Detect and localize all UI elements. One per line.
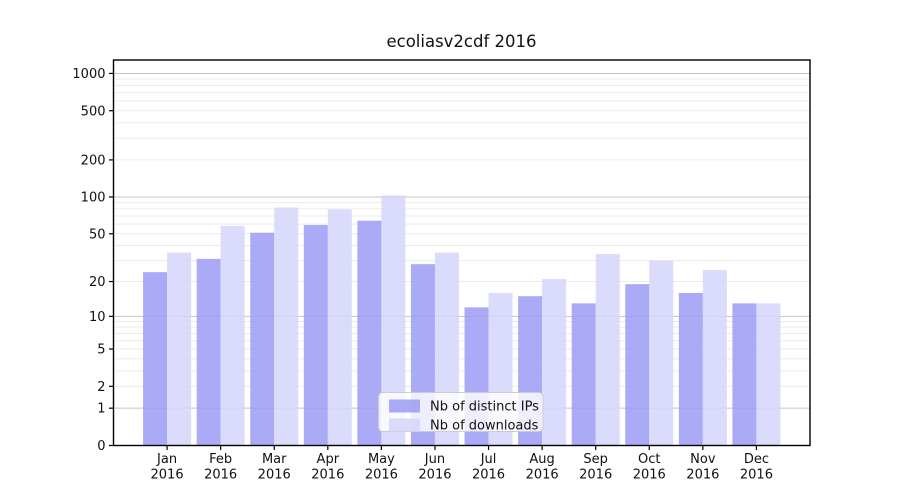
bar-distinct-ips-sep (571, 303, 596, 446)
x-tick-label: Oct 2016 (633, 452, 666, 483)
y-tick-label: 500 (81, 104, 106, 119)
y-tick-label: 100 (81, 191, 106, 206)
x-tick-label: Dec 2016 (740, 452, 773, 483)
bar-distinct-ips-feb (196, 258, 221, 446)
x-tick-label: Aug 2016 (526, 452, 559, 483)
x-tick-label: Feb 2016 (204, 452, 237, 483)
y-tick-label: 2 (97, 380, 105, 395)
axes: 0 1 2 5 10 20 50 100 200 500 1000 Jan 2016 Feb 2016 Mar… (72, 59, 811, 483)
y-tick-label: 20 (89, 275, 106, 290)
bar-downloads-apr (327, 209, 352, 446)
y-tick-label: 200 (81, 153, 106, 168)
bar-downloads-dec (756, 303, 781, 446)
legend-swatch (389, 418, 420, 432)
y-tick-label: 1 (97, 402, 105, 417)
bar-downloads-feb (220, 225, 245, 446)
bar-distinct-ips-oct (625, 284, 650, 446)
x-tick-label: Sep 2016 (579, 452, 612, 483)
bar-distinct-ips-dec (732, 303, 757, 446)
bar-downloads-aug (542, 279, 567, 446)
x-tick-label: Apr 2016 (311, 452, 344, 483)
bar-distinct-ips-nov (678, 292, 703, 446)
bar-distinct-ips-may (357, 220, 382, 446)
x-tick-label: Mar 2016 (258, 452, 291, 483)
y-tick-label: 0 (97, 439, 105, 454)
y-tick-label: 10 (89, 310, 106, 325)
x-tick-label: Jun 2016 (418, 452, 451, 483)
x-tick-label: Jul 2016 (472, 452, 505, 483)
plot-frame (112, 59, 811, 447)
bar-downloads-nov (702, 270, 727, 446)
legend-label: Nb of distinct IPs (430, 400, 539, 415)
y-tick-label: 1000 (72, 67, 105, 82)
x-tick-label: May 2016 (365, 452, 398, 483)
x-tick-label: Jan 2016 (151, 452, 184, 483)
bar-downloads-sep (595, 254, 620, 446)
bar-distinct-ips-mar (250, 232, 275, 446)
bar-downloads-jan (167, 252, 192, 446)
y-tick-label: 5 (97, 343, 105, 358)
legend-label: Nb of downloads (430, 419, 539, 434)
chart-title: ecoliasv2cdf 2016 (386, 32, 536, 51)
bar-distinct-ips-apr (303, 225, 328, 446)
legend: Nb of distinct IPs Nb of downloads (378, 392, 544, 434)
bar-downloads-mar (274, 207, 299, 446)
bar-distinct-ips-jan (143, 272, 168, 446)
y-tick-label: 50 (89, 227, 106, 242)
legend-swatch (389, 399, 420, 413)
bar-downloads-oct (649, 260, 674, 446)
x-tick-label: Nov 2016 (686, 452, 719, 483)
